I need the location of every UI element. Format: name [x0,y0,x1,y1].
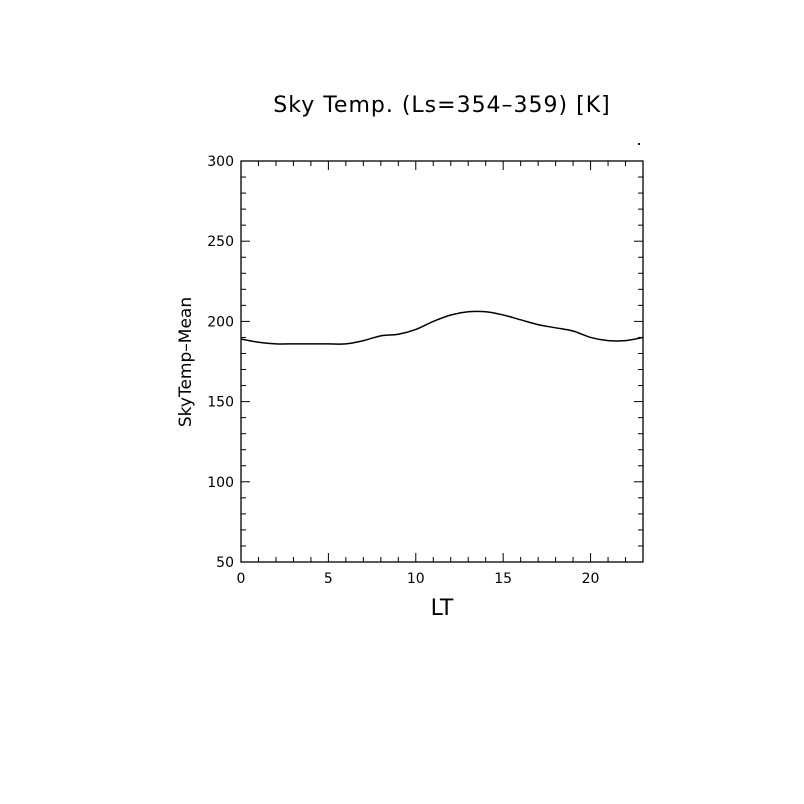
x-axis-label: LT [431,596,454,621]
plot-frame [240,160,644,563]
x-tick-label: 15 [494,571,512,587]
axis-tick-labels: 0 5 10 15 20 50 100 150 200 250 300 [207,154,599,587]
series-line [240,310,644,345]
x-tick-label: 20 [582,571,600,587]
y-tick-label: 150 [207,395,234,411]
chart-title: Sky Temp. (Ls=354–359) [K] [273,93,610,118]
y-tick-label: 100 [207,475,234,491]
corner-dot [638,143,640,145]
y-tick-label: 250 [207,234,234,250]
axis-ticks [240,160,644,563]
y-tick-label: 300 [207,154,234,170]
x-tick-label: 0 [237,571,246,587]
x-tick-label: 5 [324,571,333,587]
y-axis-label: SkyTemp–Mean [176,297,196,427]
y-tick-label: 200 [207,314,234,330]
x-tick-label: 10 [407,571,425,587]
y-tick-label: 50 [216,555,234,571]
